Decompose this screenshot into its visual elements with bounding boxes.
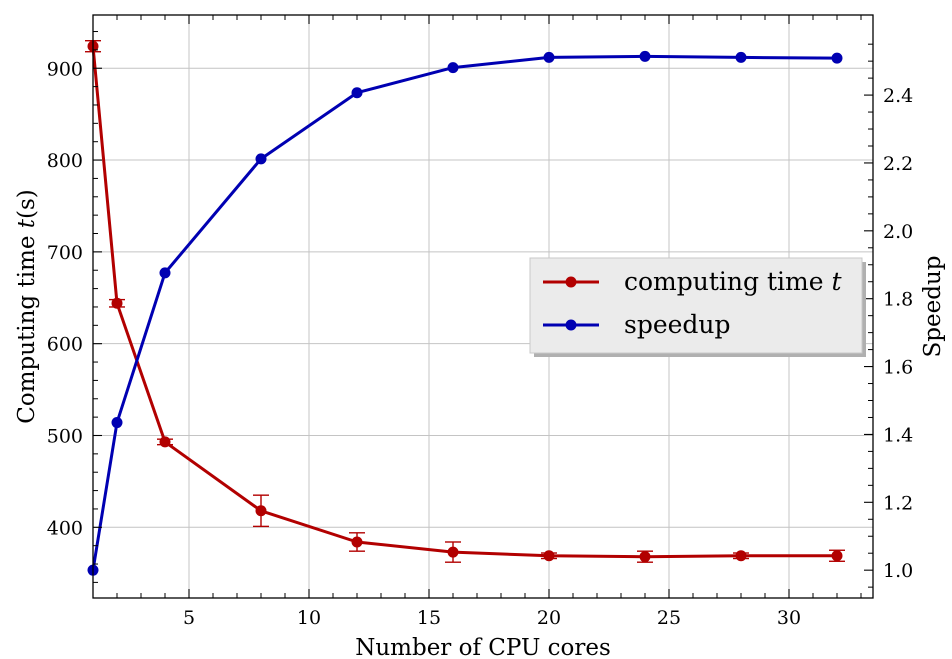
x-tick-label: 25 [657,607,681,629]
y-axis-right-label: Speedup [920,256,946,358]
x-axis-label: Number of CPU cores [355,635,611,659]
point-speedup [111,417,123,429]
legend-box [529,257,863,354]
point-computing-time [639,551,651,563]
series-speedup [87,50,843,576]
y-axis-left-label: Computing time t(s) [14,189,40,424]
y-left-tick-label: 700 [47,242,83,264]
y-left-tick-label: 400 [47,517,83,539]
legend-label-speedup: speedup [624,310,731,339]
y-left-tick-label: 600 [47,334,83,356]
x-tick-label: 30 [777,607,801,629]
x-tick-label: 15 [417,607,441,629]
point-computing-time [111,297,123,309]
point-speedup [351,87,363,99]
point-speedup [543,51,555,63]
y-right-tick-label: 1.2 [883,492,913,514]
y-left-tick-label: 900 [47,58,83,80]
legend-label-computing-time: computing time t [624,267,842,296]
legend-marker-speedup [565,319,577,331]
y-axis-left-label-prefix: Computing time [14,228,40,424]
point-speedup [447,62,459,74]
line-speedup [91,54,838,571]
point-computing-time [543,550,555,562]
legend-label-computing-time-var: t [831,267,842,296]
point-speedup [255,153,267,165]
point-speedup [831,52,843,64]
y-right-tick-label: 2.0 [883,221,913,243]
x-tick-label: 20 [537,607,561,629]
legend: computing time t speedup [529,257,866,357]
point-speedup [159,267,171,279]
point-computing-time [351,536,363,548]
x-tick-label: 5 [183,607,195,629]
point-computing-time [831,550,843,562]
point-computing-time [735,550,747,562]
y-right-tick-label: 1.4 [883,424,913,446]
x-tick-label: 10 [297,607,321,629]
point-speedup [735,51,747,63]
legend-label-computing-time-prefix: computing time [624,267,831,296]
line-computing-time [91,46,837,559]
point-computing-time [159,436,171,448]
y-right-tick-label: 2.4 [883,85,913,107]
y-right-tick-label: 1.6 [883,357,913,379]
axis-ticks: 5 10 15 20 25 30 400 500 600 700 800 900 1.0 1.2 1.4 1.… [47,15,913,629]
y-axis-left-label-var: t [14,218,40,228]
legend-marker-computing-time [565,276,577,288]
y-right-tick-label: 1.0 [883,560,913,582]
y-right-tick-label: 2.2 [883,153,913,175]
y-left-tick-label: 500 [47,425,83,447]
point-computing-time [255,505,267,517]
y-left-tick-label: 800 [47,150,83,172]
point-computing-time [447,546,459,558]
y-right-tick-label: 1.8 [883,289,913,311]
point-speedup [639,50,651,62]
y-axis-left-label-suffix: (s) [14,189,40,219]
